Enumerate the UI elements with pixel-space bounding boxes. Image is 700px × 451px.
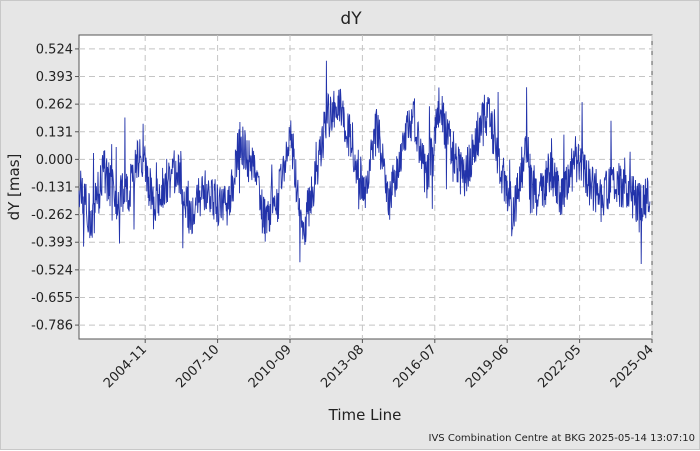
y-axis-ticks: 0.524 0.393 0.262 0.131 0.000 -0.131 -0.262 -0.…	[31, 42, 79, 334]
y-tick-label: 0.524	[36, 42, 73, 57]
chart-title: dY	[340, 9, 362, 29]
x-tick-label: 2004-11	[101, 342, 150, 391]
y-tick-label: -0.393	[31, 236, 73, 251]
y-tick-label: -0.786	[31, 319, 73, 334]
series-layer	[78, 60, 651, 265]
y-tick-label: -0.262	[31, 208, 73, 223]
y-tick-label: 0.262	[36, 98, 73, 113]
y-axis-label: dY [mas]	[5, 154, 23, 221]
x-tick-label: 2013-08	[318, 342, 367, 391]
y-tick-label: 0.393	[36, 70, 73, 85]
x-tick-label: 2007-10	[173, 342, 222, 391]
series-line-0	[78, 60, 651, 265]
y-tick-label: -0.655	[31, 291, 73, 306]
y-tick-label: 0.131	[36, 125, 73, 140]
x-tick-label: 2025-04	[608, 342, 657, 391]
x-tick-label: 2010-09	[246, 342, 295, 391]
y-tick-label: -0.524	[31, 263, 73, 278]
x-tick-label: 2022-05	[535, 342, 584, 391]
y-tick-label: 0.000	[36, 153, 73, 168]
x-axis-label: Time Line	[328, 406, 402, 424]
x-axis-ticks: 2004-11 2007-10 2010-09 2013-08 2016-07 2019-…	[101, 339, 657, 391]
y-tick-label: -0.131	[31, 181, 73, 196]
footer-credit: IVS Combination Centre at BKG 2025-05-14…	[429, 433, 695, 444]
x-tick-label: 2016-07	[391, 342, 440, 391]
x-tick-label: 2019-06	[463, 342, 512, 391]
